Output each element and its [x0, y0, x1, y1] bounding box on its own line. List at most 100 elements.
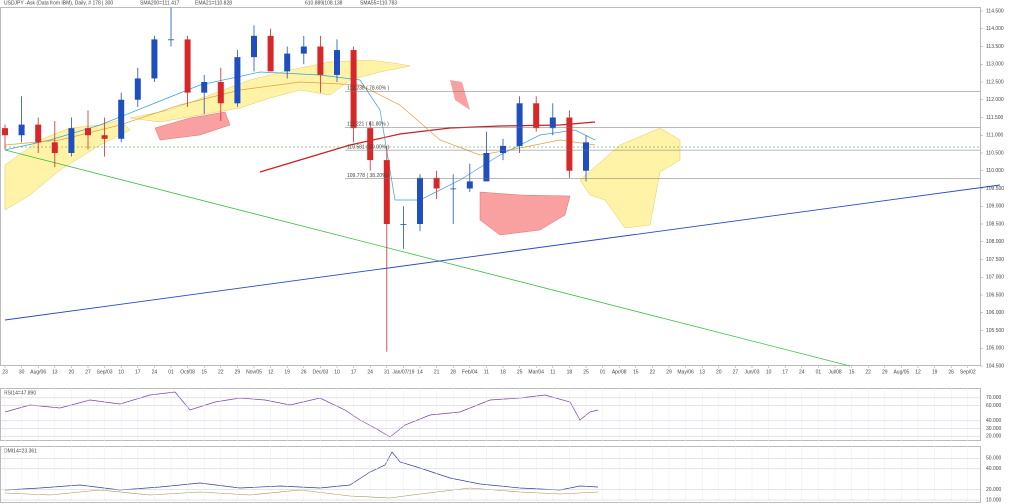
indicator-label: SMA200=111.417 [140, 0, 180, 6]
candle-body [284, 53, 291, 72]
x-tick-label: Feb/04 [462, 369, 478, 375]
y-tick-label: 114.500 [986, 8, 1004, 14]
y-tick-label: 108.500 [986, 221, 1004, 227]
y-tick-label: 113.000 [986, 62, 1004, 68]
x-tick-label: 29 [882, 369, 888, 375]
x-tick-label: 15 [633, 369, 639, 375]
candle-body [134, 78, 141, 100]
x-tick-label: 15 [849, 369, 855, 375]
y-tick-label: 105.500 [986, 328, 1004, 334]
candle-body [234, 57, 241, 104]
cloud [579, 127, 681, 229]
y-tick-label: 112.000 [986, 97, 1004, 103]
indicator-label: EMA21=110.828 [195, 0, 232, 6]
y-tick-label: 10.000 [986, 497, 1002, 503]
candle-body [184, 39, 191, 93]
x-tick-label: 24 [367, 369, 373, 375]
x-tick-label: 24 [799, 369, 805, 375]
x-tick-label: Sep/02 [960, 369, 976, 375]
chart-title: USDJPY -Ask (Data from IBM), Daily, # 17… [4, 0, 113, 6]
candle-body [168, 39, 174, 41]
x-tick-label: Jul/08 [828, 369, 842, 375]
x-tick-label: 17 [351, 369, 357, 375]
x-tick-label: 22 [865, 369, 871, 375]
x-tick-label: 12 [915, 369, 921, 375]
y-tick-label: 106.500 [986, 292, 1004, 298]
y-tick-label: 20.000 [986, 487, 1002, 493]
x-tick-label: 19 [932, 369, 938, 375]
candle-body [317, 46, 324, 75]
candle-body [267, 35, 274, 72]
candle-body [533, 103, 540, 129]
candle-body [549, 117, 556, 129]
fib-label: 109.778 ( 38.20% ) [347, 173, 390, 179]
trend-line [4, 149, 851, 367]
x-tick-label: 10 [766, 369, 772, 375]
x-tick-label: 01 [816, 369, 822, 375]
x-tick-label: Nov/05 [246, 369, 262, 375]
x-tick-label: Aug/05 [893, 369, 909, 375]
y-tick-label: 106.000 [986, 310, 1004, 316]
cloud [154, 111, 231, 141]
main-frame [0, 7, 981, 366]
candle-body [383, 160, 390, 224]
x-tick-label: Oct/08 [180, 369, 195, 375]
x-tick-label: 18 [500, 369, 506, 375]
y-tick-label: 107.500 [986, 257, 1004, 263]
x-tick-label: 25 [517, 369, 523, 375]
y-tick-label: 30.000 [986, 426, 1002, 432]
indicator-label: 610.889|108.138 [305, 0, 343, 6]
x-tick-label: 22 [218, 369, 224, 375]
x-tick-label: 01 [168, 369, 174, 375]
candle-body [483, 153, 490, 182]
candle-body [35, 124, 42, 143]
x-tick-label: 20 [716, 369, 722, 375]
y-tick-label: 114.000 [986, 26, 1004, 32]
fib-label: 112.238 ( 78.60% ) [347, 86, 389, 92]
candle-body [18, 124, 25, 136]
dmi-frame [0, 446, 981, 503]
panel-title: RSI14=47.890 [4, 390, 36, 396]
x-tick-label: 10 [334, 369, 340, 375]
x-tick-label: 01 [600, 369, 606, 375]
x-tick-label: 13 [52, 369, 58, 375]
x-tick-label: 26 [301, 369, 307, 375]
candle-body [118, 99, 125, 139]
y-tick-label: 60.000 [986, 403, 1002, 409]
candle-body [300, 46, 307, 54]
y-tick-label: 109.000 [986, 204, 1004, 210]
y-tick-label: 110.000 [986, 168, 1004, 174]
x-tick-label: 29 [235, 369, 241, 375]
candle-body [151, 39, 158, 79]
cloud [129, 59, 411, 123]
y-tick-label: 40.000 [986, 466, 1002, 472]
x-tick-label: 11 [484, 369, 489, 375]
y-tick-label: 113.500 [986, 44, 1004, 50]
cloud [450, 80, 470, 110]
y-tick-label: 104.500 [986, 363, 1004, 369]
x-tick-label: 29 [666, 369, 672, 375]
candle-body [51, 142, 58, 153]
candle-body [217, 82, 224, 104]
x-tick-label: 17 [135, 369, 141, 375]
x-tick-label: 23 [2, 369, 8, 375]
y-tick-label: 40.000 [986, 418, 1002, 424]
x-tick-label: 22 [650, 369, 656, 375]
x-tick-label: 30 [19, 369, 25, 375]
x-tick-label: 25 [583, 369, 589, 375]
candle-body [466, 181, 473, 189]
y-tick-label: 111.500 [986, 115, 1004, 121]
fib-label: 111.221 ( 61.80% ) [347, 122, 389, 128]
y-tick-label: 20.000 [986, 433, 1002, 439]
x-tick-label: Mar/04 [528, 369, 544, 375]
x-tick-label: 26 [948, 369, 954, 375]
cloud [479, 191, 571, 236]
x-tick-label: 24 [152, 369, 158, 375]
x-tick-label: Jun/03 [744, 369, 759, 375]
candle-body [2, 128, 8, 136]
x-tick-label: Jan/07/19 [392, 369, 414, 375]
x-tick-label: Dec/03 [312, 369, 328, 375]
y-tick-label: 110.500 [986, 150, 1004, 156]
x-tick-label: 28 [450, 369, 456, 375]
